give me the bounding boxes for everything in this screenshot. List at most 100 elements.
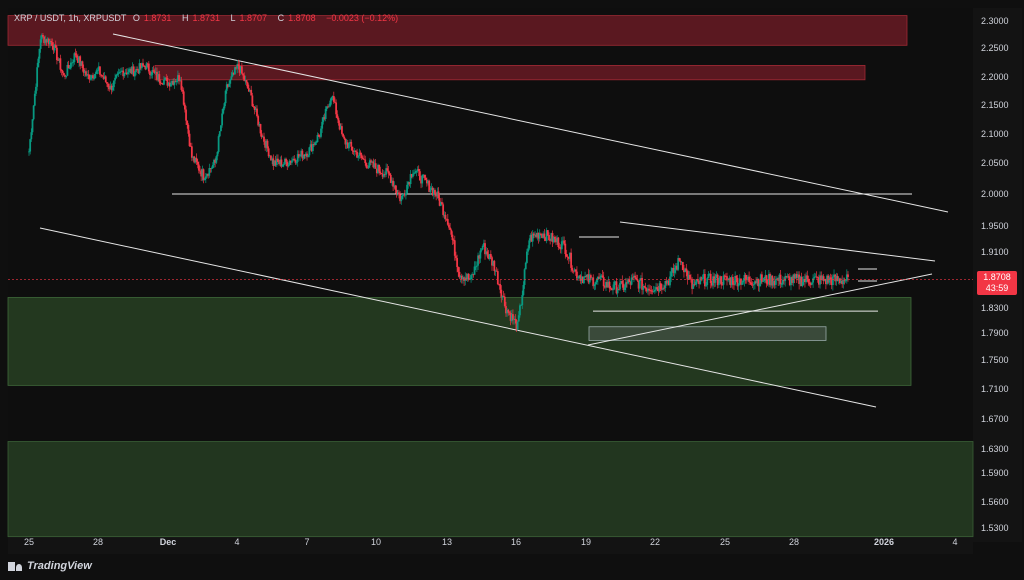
box-zone[interactable] (588, 326, 827, 341)
candle-body (65, 75, 68, 77)
candle-body (103, 76, 106, 79)
resistance-zone[interactable] (7, 15, 908, 46)
candle-body (526, 251, 528, 263)
candle-body (797, 274, 799, 278)
candle-body (250, 89, 253, 96)
candle-body (613, 281, 616, 290)
candle-body (375, 168, 378, 174)
candle-body (125, 72, 128, 75)
candle-body (394, 185, 397, 190)
tradingview-brand[interactable]: TradingView (8, 560, 92, 572)
candle-body (193, 156, 196, 163)
candle-body (110, 85, 113, 91)
candle-body (599, 277, 602, 279)
candle-body (471, 274, 474, 276)
symbol-title[interactable]: XRP / USDT, 1h, XRPUSDT (14, 13, 127, 23)
candle-body (102, 76, 105, 79)
candle-body (429, 189, 432, 192)
candle-body (188, 133, 191, 147)
candle-body (272, 158, 275, 166)
candle-body (805, 275, 808, 283)
descending-resistance-line[interactable] (619, 221, 936, 262)
candle-body (365, 163, 368, 168)
resistance-zone[interactable] (154, 65, 866, 81)
candle-body (612, 289, 614, 291)
candle-body (172, 81, 175, 85)
tradingview-logo-icon (8, 561, 22, 571)
candle-body (701, 278, 704, 279)
candle-body (398, 192, 400, 195)
price-tick-label: 1.9500 (981, 221, 1009, 231)
time-tick-label: 28 (789, 537, 799, 547)
candle-body (474, 266, 477, 268)
candle-body (438, 198, 441, 206)
candle-body (294, 160, 297, 163)
upper-channel-trendline[interactable] (112, 33, 949, 213)
candle-body (551, 233, 554, 243)
candle-body (698, 280, 700, 285)
candle-body (147, 63, 150, 72)
candle-body (824, 279, 827, 284)
candle-body (64, 75, 66, 77)
candle-body (425, 180, 428, 184)
time-tick-label: 10 (371, 537, 381, 547)
candle-body (492, 261, 495, 266)
candle-body (175, 80, 178, 82)
candle-body (531, 233, 534, 242)
candle-body (393, 185, 396, 187)
candle-body (751, 284, 754, 286)
support-zone[interactable] (7, 297, 912, 386)
candle-body (724, 276, 727, 277)
candle-body (401, 195, 404, 200)
candle-body (317, 135, 320, 136)
candle-body (58, 58, 61, 61)
candle-body (458, 271, 461, 278)
candle-body (548, 234, 550, 240)
ascending-support-line[interactable] (587, 273, 933, 346)
candle-body (619, 282, 621, 290)
price-tick-label: 1.6300 (981, 444, 1009, 454)
candle-body (293, 158, 296, 161)
candle-body (123, 73, 126, 77)
candle-body (656, 287, 659, 290)
candle-body (697, 279, 699, 281)
candle-body (59, 58, 62, 70)
candle-body (85, 71, 87, 76)
candle-body (771, 275, 774, 286)
brand-name: TradingView (27, 560, 92, 572)
candle-body (275, 158, 278, 166)
candle-body (517, 315, 520, 322)
time-tick-label: 4 (952, 537, 957, 547)
candle-body (313, 144, 315, 146)
candle-body (441, 202, 443, 205)
candle-body (126, 72, 129, 75)
close-value: C 1.8708 (277, 13, 316, 23)
candle-body (215, 156, 218, 163)
candle-body (714, 277, 717, 283)
candle-body (146, 63, 149, 65)
candle-body (165, 77, 168, 79)
candle-body (415, 171, 418, 173)
candle-body (573, 269, 576, 271)
candle-body (144, 66, 147, 70)
time-axis-labels: 25 28 Dec 4 7 10 13 16 19 22 25 28 2026 4 (24, 537, 958, 547)
candle-body (380, 173, 383, 175)
candle-body (695, 279, 698, 282)
candle-body (537, 232, 540, 239)
candle-body (830, 279, 833, 286)
lower-channel-trendline[interactable] (39, 227, 877, 408)
support-zone[interactable] (7, 441, 974, 538)
candle-body (100, 74, 103, 76)
candle-body (738, 278, 741, 284)
candle-body (336, 114, 339, 119)
candle-body (227, 84, 229, 87)
candle-body (466, 273, 469, 280)
candle-body (671, 267, 674, 272)
candle-body (179, 80, 182, 82)
candle-body (249, 89, 251, 92)
candle-body (101, 75, 104, 77)
candle-body (594, 282, 597, 285)
candle-body (538, 233, 541, 239)
candle-body (443, 214, 446, 216)
